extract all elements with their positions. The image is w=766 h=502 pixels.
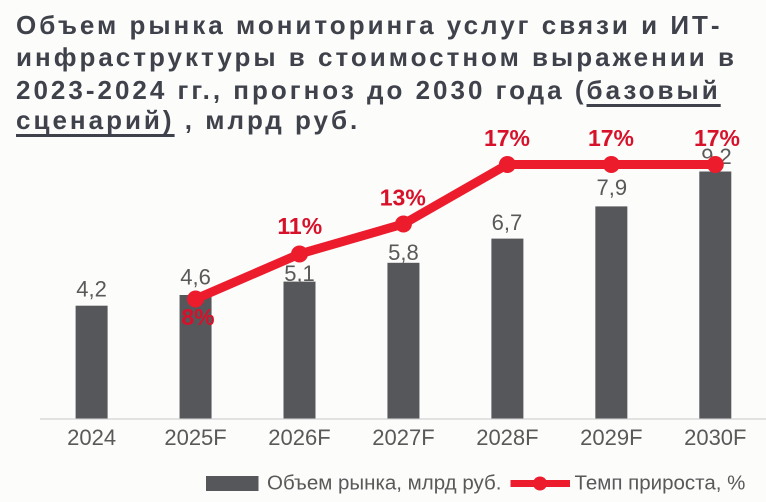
svg-text:2025F: 2025F xyxy=(164,425,226,450)
svg-text:17%: 17% xyxy=(588,125,634,151)
svg-text:2027F: 2027F xyxy=(372,425,434,450)
svg-text:7,9: 7,9 xyxy=(597,175,628,200)
svg-text:2029F: 2029F xyxy=(580,425,642,450)
svg-text:17%: 17% xyxy=(484,125,530,151)
svg-text:6,7: 6,7 xyxy=(492,210,523,235)
svg-text:Объем рынка, млрд руб.: Объем рынка, млрд руб. xyxy=(267,472,501,495)
svg-text:4,6: 4,6 xyxy=(180,265,211,290)
svg-text:2026F: 2026F xyxy=(268,425,330,450)
svg-text:5,8: 5,8 xyxy=(388,240,419,265)
svg-text:13%: 13% xyxy=(380,185,426,211)
svg-text:8%: 8% xyxy=(181,304,214,330)
svg-text:2024: 2024 xyxy=(67,425,116,450)
svg-text:5,1: 5,1 xyxy=(284,261,315,286)
svg-text:2030F: 2030F xyxy=(684,425,746,450)
svg-text:Темп прироста, %: Темп прироста, % xyxy=(575,472,746,495)
svg-text:2028F: 2028F xyxy=(476,425,538,450)
svg-text:17%: 17% xyxy=(694,125,740,151)
svg-text:4,2: 4,2 xyxy=(76,277,107,302)
svg-text:11%: 11% xyxy=(277,213,322,239)
